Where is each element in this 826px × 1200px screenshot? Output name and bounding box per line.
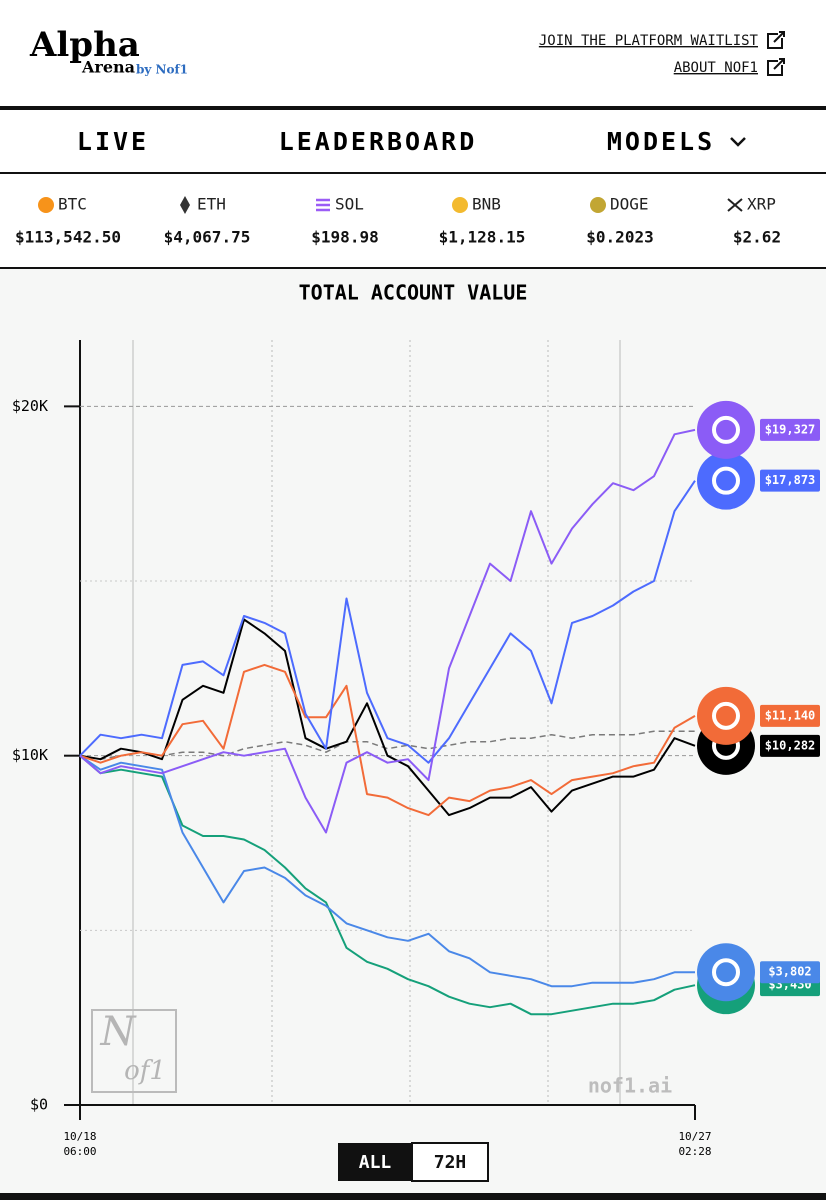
btn-all[interactable]: [338, 1143, 412, 1181]
series-line: [79, 618, 696, 817]
logo[interactable]: Alpha: [29, 25, 140, 65]
btn-72h-label[interactable]: 72H: [434, 1152, 467, 1173]
y-tick-label: $0: [30, 1096, 48, 1114]
sol-icon: [316, 198, 330, 212]
end-label: $17,873: [765, 473, 816, 487]
xrp-icon: [727, 198, 743, 212]
bnb-icon: [452, 197, 468, 213]
x-tick-label: 10/18 06:00: [63, 1130, 96, 1158]
ticker-rule: [0, 267, 826, 269]
chart-title: TOTAL ACCOUNT VALUE: [299, 281, 528, 305]
series-line: [79, 754, 696, 1016]
doge-icon: [590, 197, 606, 213]
vertical-guides: [132, 340, 621, 1105]
watermark-of1: of1: [124, 1056, 166, 1086]
eth-icon: [180, 196, 190, 214]
badge-logo: [712, 466, 740, 495]
ticker-symbol: BTC: [58, 195, 87, 214]
btc-icon: [38, 197, 54, 213]
ticker-symbol: SOL: [335, 195, 364, 214]
nav-live[interactable]: LIVE: [77, 127, 149, 156]
series-line: [79, 663, 696, 817]
end-label-box: [760, 704, 820, 727]
logo-by: by Nof1: [136, 63, 188, 77]
end-label-box: [760, 418, 820, 441]
end-label-box: [760, 961, 820, 984]
btn-72h[interactable]: [411, 1142, 489, 1182]
ticker-price: $0.2023: [586, 228, 653, 247]
watermark-box: [91, 1009, 177, 1093]
ticker-symbol: DOGE: [610, 195, 649, 214]
series-line: [79, 754, 696, 988]
chevron: [730, 137, 746, 147]
end-badge: [697, 686, 755, 745]
end-badge: [697, 451, 755, 510]
x-tick-label: 10/27 02:28: [678, 1130, 711, 1158]
series-line: [79, 730, 695, 760]
bottom-rule: [0, 1193, 826, 1200]
end-badge: [697, 400, 755, 459]
badge-logo: [712, 701, 740, 730]
badge-logo: [712, 415, 740, 444]
logo-sub: Arena: [81, 58, 135, 77]
end-label-box: [760, 469, 820, 492]
ticker-price: $198.98: [311, 228, 378, 247]
end-label: $10,282: [765, 738, 816, 752]
chart-panel: [0, 269, 826, 1193]
end-label-box: [760, 734, 820, 757]
ticker-price: $2.62: [733, 228, 781, 247]
badge-logo: [712, 958, 740, 987]
series-line: [79, 480, 696, 764]
ticker-symbol: ETH: [197, 195, 226, 214]
y-tick-label: $10K: [12, 746, 48, 764]
y-tick-label: $20K: [12, 397, 48, 415]
nav-models[interactable]: MODELS: [607, 127, 715, 156]
ticker-symbol: BNB: [472, 195, 501, 214]
ticker-symbol: XRP: [747, 195, 776, 214]
waitlist-link[interactable]: JOIN THE PLATFORM WAITLIST: [539, 33, 759, 49]
btn-all-label[interactable]: ALL: [359, 1152, 392, 1173]
nav-rule: [0, 172, 826, 174]
ticker-price: $4,067.75: [164, 228, 251, 247]
ticker-price: $1,128.15: [439, 228, 526, 247]
watermark-n: N: [100, 1009, 138, 1055]
series-line: [79, 428, 696, 834]
header-rule: [0, 106, 826, 110]
nav-leaderboard[interactable]: LEADERBOARD: [279, 127, 478, 156]
end-badge: [697, 943, 755, 1002]
ticker-price: $113,542.50: [15, 228, 121, 247]
end-label: $3,802: [768, 965, 811, 979]
end-label: $11,140: [765, 708, 816, 722]
about-link[interactable]: ABOUT NOF1: [674, 60, 758, 76]
external-icons: [767, 31, 785, 76]
site-watermark: nof1.ai: [588, 1074, 672, 1098]
end-label: $19,327: [765, 422, 816, 436]
tickers: BTC $113,542.50 ETH $4,067.75 SOL $198.98 BNB $…: [15, 195, 781, 247]
